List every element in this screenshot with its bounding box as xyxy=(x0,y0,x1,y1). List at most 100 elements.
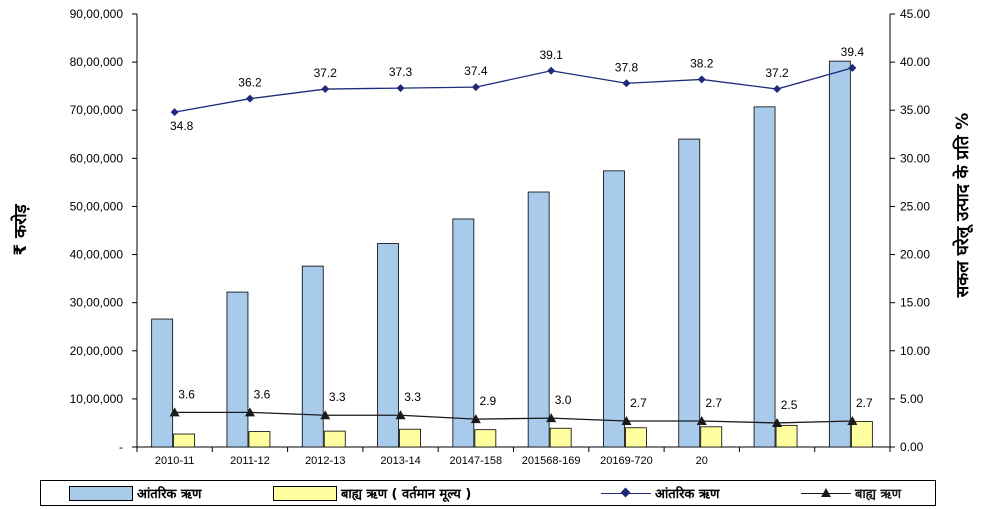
legend-label-external-line: बाह्य ऋण xyxy=(855,487,902,502)
data-label-external-pct: 2.5 xyxy=(781,398,798,412)
data-label-external-pct: 3.0 xyxy=(555,393,572,407)
legend-swatch-external-bar xyxy=(273,485,337,501)
legend-line-internal xyxy=(601,487,651,500)
x-tick-label: 2011-12 xyxy=(230,455,270,467)
data-label-internal-pct: 36.2 xyxy=(238,76,262,90)
y-tick-label-right: 40.00 xyxy=(900,55,930,69)
data-label-external-pct: 3.3 xyxy=(404,390,421,404)
data-label-internal-pct: 37.4 xyxy=(464,64,488,78)
legend-line-external xyxy=(801,487,851,500)
y-tick-label-left: 80,00,000 xyxy=(70,55,124,69)
legend-item-internal-debt-line: आंतरिक ऋण xyxy=(601,485,720,502)
x-tick-label: 20147-158 xyxy=(450,455,503,467)
x-tick-label: 2010-11 xyxy=(155,455,195,467)
x-tick-label: 2012-13 xyxy=(305,455,345,467)
point-internal-debt xyxy=(622,79,631,88)
bar-internal-debt xyxy=(226,291,249,448)
bar-internal-debt xyxy=(753,106,776,448)
point-external-debt xyxy=(244,407,255,417)
x-tick-label: 201568-169 xyxy=(522,455,581,467)
point-external-debt xyxy=(395,410,406,420)
y-tick-label-left: 20,00,000 xyxy=(70,344,124,358)
data-label-external-pct: 3.6 xyxy=(178,387,195,401)
data-label-external-pct: 2.7 xyxy=(630,396,647,410)
x-tick-label: 2013-14 xyxy=(380,455,420,467)
bar-internal-debt xyxy=(452,218,475,448)
bar-external-debt xyxy=(323,430,346,448)
y-tick-label-left: 90,00,000 xyxy=(70,7,124,21)
legend-swatch-internal-bar xyxy=(69,485,133,501)
y-tick-label-right: 45.00 xyxy=(900,7,930,21)
bar-internal-debt xyxy=(301,265,324,448)
data-label-internal-pct: 39.1 xyxy=(539,48,563,62)
bar-external-debt xyxy=(775,424,798,448)
y-tick-label-right: 0.00 xyxy=(900,440,924,454)
data-label-internal-pct: 37.8 xyxy=(615,60,639,74)
legend-item-external-debt-line: बाह्य ऋण xyxy=(801,485,902,502)
bar-external-debt xyxy=(850,421,873,448)
legend-item-external-debt-bar: बाह्य ऋण ( वर्तमान मूल्य ) xyxy=(273,485,472,502)
bar-internal-debt xyxy=(603,170,625,448)
point-internal-debt xyxy=(773,85,782,94)
bar-internal-debt xyxy=(828,60,851,448)
y-tick-label-left: 50,00,000 xyxy=(70,199,124,213)
y-tick-label-right: 20.00 xyxy=(900,248,930,262)
y-tick-label-right: 5.00 xyxy=(900,392,924,406)
data-label-internal-pct: 39.4 xyxy=(841,45,865,59)
legend-label-internal-line: आंतरिक ऋण xyxy=(655,487,720,502)
point-internal-debt xyxy=(471,83,480,92)
point-internal-debt xyxy=(245,94,254,103)
bar-external-debt xyxy=(700,426,723,448)
point-external-debt xyxy=(546,413,557,423)
data-label-internal-pct: 38.2 xyxy=(690,56,714,70)
data-label-internal-pct: 37.3 xyxy=(389,65,413,79)
y-tick-label-left: 40,00,000 xyxy=(70,248,124,262)
point-external-debt xyxy=(470,414,481,424)
legend-label-internal-bar: आंतरिक ऋण xyxy=(137,487,202,502)
point-internal-debt xyxy=(321,85,330,94)
chart: - 10,00,000 20,00,000 30,00,000 40,00,000 50,… xyxy=(10,7,974,467)
y-axis-title-right: सकल घरेलू उत्पाद के प्रति % xyxy=(952,113,974,299)
data-label-internal-pct: 37.2 xyxy=(765,66,789,80)
point-external-debt xyxy=(847,416,858,426)
bar-external-debt xyxy=(625,427,647,448)
line-external-debt xyxy=(174,411,853,424)
bar-internal-debt xyxy=(151,318,174,448)
point-external-debt xyxy=(772,417,783,427)
data-label-external-pct: 2.7 xyxy=(856,396,873,410)
point-internal-debt xyxy=(547,66,556,75)
y-tick-label-left: 70,00,000 xyxy=(70,103,124,117)
x-tick-label: 20 xyxy=(696,455,708,467)
x-tick-label: 20169-720 xyxy=(600,455,653,467)
bar-external-debt xyxy=(173,433,196,448)
data-label-internal-pct: 34.8 xyxy=(170,119,194,133)
point-internal-debt xyxy=(170,108,179,117)
point-internal-debt xyxy=(697,75,706,84)
bar-internal-debt xyxy=(377,243,399,448)
legend-label-external-bar: बाह्य ऋण ( वर्तमान मूल्य ) xyxy=(341,487,472,502)
y-tick-label-right: 25.00 xyxy=(900,199,930,213)
y-tick-label-right: 15.00 xyxy=(900,296,930,310)
data-label-internal-pct: 37.2 xyxy=(314,66,338,80)
bar-internal-debt xyxy=(678,138,701,448)
data-label-external-pct: 2.7 xyxy=(705,396,722,410)
point-external-debt xyxy=(621,416,632,426)
bar-internal-debt xyxy=(527,191,550,448)
bar-external-debt xyxy=(474,429,497,448)
point-external-debt xyxy=(696,416,707,426)
line-internal-debt xyxy=(174,67,853,113)
point-internal-debt xyxy=(396,84,405,93)
y-tick-label-left: 60,00,000 xyxy=(70,151,124,165)
point-internal-debt xyxy=(848,63,857,72)
point-external-debt xyxy=(169,407,180,417)
bar-external-debt xyxy=(549,427,572,448)
bar-external-debt xyxy=(248,431,271,448)
legend: आंतरिक ऋण बाह्य ऋण ( वर्तमान मूल्य ) आंत… xyxy=(40,480,936,506)
y-tick-label-right: 35.00 xyxy=(900,103,930,117)
y-tick-label-left: 30,00,000 xyxy=(70,296,124,310)
legend-item-internal-debt-bar: आंतरिक ऋण xyxy=(69,485,202,502)
y-axis-title-left: ₹ करोड़ xyxy=(10,203,31,255)
point-external-debt xyxy=(320,410,331,420)
y-tick-label-left: - xyxy=(119,440,123,454)
data-label-external-pct: 2.9 xyxy=(480,394,497,408)
